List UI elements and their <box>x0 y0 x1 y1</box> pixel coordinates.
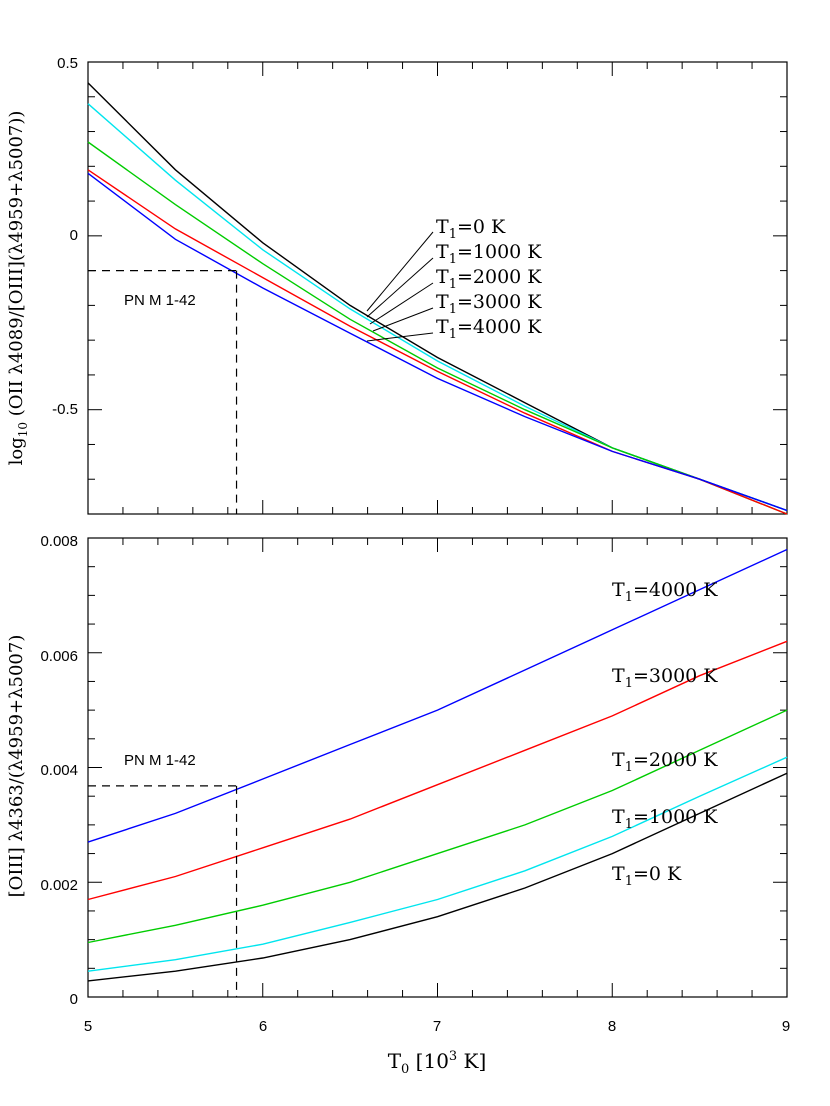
top-y-tick-label: 0 <box>70 227 78 244</box>
top-reference-lines <box>88 270 238 514</box>
top-label-t1-0: T1=0 K <box>436 216 506 242</box>
x-tick-label: 5 <box>84 1018 92 1035</box>
bottom-annotation: PN M 1-42 <box>124 752 196 769</box>
bottom-y-tick-labels: 0 0.002 0.004 0.006 0.008 <box>40 533 78 1008</box>
x-tick-label: 6 <box>259 1018 267 1035</box>
bottom-series-t1-0 <box>87 772 788 982</box>
top-plot-frame <box>87 61 788 515</box>
bottom-label-t1-4000: T1=4000 K <box>612 579 718 605</box>
top-annotation: PN M 1-42 <box>124 292 196 309</box>
top-y-axis-label: log10 (OII λ4089/[OIII](λ4959+λ5007)) <box>6 111 30 466</box>
top-y-tick-labels: 0.5 0 -0.5 <box>52 55 78 418</box>
leader-line <box>366 257 434 318</box>
top-series-t1-2000 <box>87 141 788 515</box>
bottom-y-axis-label: [OIII] λ4363/(λ4959+λ5007) <box>6 635 27 898</box>
bottom-series-t1-1000 <box>87 756 788 972</box>
bottom-y-tick-label: 0.004 <box>40 762 78 779</box>
top-ticks <box>87 61 788 515</box>
bottom-curves <box>87 548 788 982</box>
top-y-tick-label: -0.5 <box>52 401 78 418</box>
x-axis-label: T0 [103 K] <box>388 1049 487 1077</box>
bottom-y-tick-label: 0.006 <box>40 648 78 665</box>
bottom-series-t1-3000 <box>87 640 788 901</box>
bottom-label-t1-1000: T1=1000 K <box>612 806 718 832</box>
leader-line <box>366 231 434 312</box>
bottom-label-t1-0: T1=0 K <box>612 863 682 889</box>
top-panel: 0.5 0 -0.5 PN M 1-42 T1=0 K T1=1000 K T1… <box>6 55 788 515</box>
top-label-t1-1000: T1=1000 K <box>436 241 542 267</box>
bottom-series-t1-4000 <box>87 548 788 843</box>
bottom-label-t1-2000: T1=2000 K <box>612 749 718 775</box>
bottom-series-t1-2000 <box>87 709 788 944</box>
bottom-y-tick-label: 0 <box>70 991 78 1008</box>
bottom-label-t1-3000: T1=3000 K <box>612 665 718 691</box>
x-tick-label: 9 <box>782 1018 790 1035</box>
x-tick-label: 7 <box>433 1018 441 1035</box>
leader-line <box>366 332 434 342</box>
leader-line <box>372 307 434 332</box>
bottom-panel: 0 0.002 0.004 0.006 0.008 PN M 1-42 T1=4… <box>6 533 788 1008</box>
bottom-y-tick-label: 0.002 <box>40 877 78 894</box>
top-series-t1-4000 <box>87 172 788 512</box>
x-tick-label: 8 <box>608 1018 616 1035</box>
bottom-reference-lines <box>88 785 238 997</box>
x-tick-labels: 5 6 7 8 9 <box>84 1018 790 1035</box>
leader-line <box>369 282 434 325</box>
bottom-ticks <box>87 537 788 998</box>
top-label-t1-4000: T1=4000 K <box>436 316 542 342</box>
top-curves <box>87 82 788 515</box>
top-label-t1-3000: T1=3000 K <box>436 291 542 317</box>
top-label-t1-2000: T1=2000 K <box>436 266 542 292</box>
bottom-y-tick-label: 0.008 <box>40 533 78 550</box>
top-y-tick-label: 0.5 <box>57 55 78 72</box>
